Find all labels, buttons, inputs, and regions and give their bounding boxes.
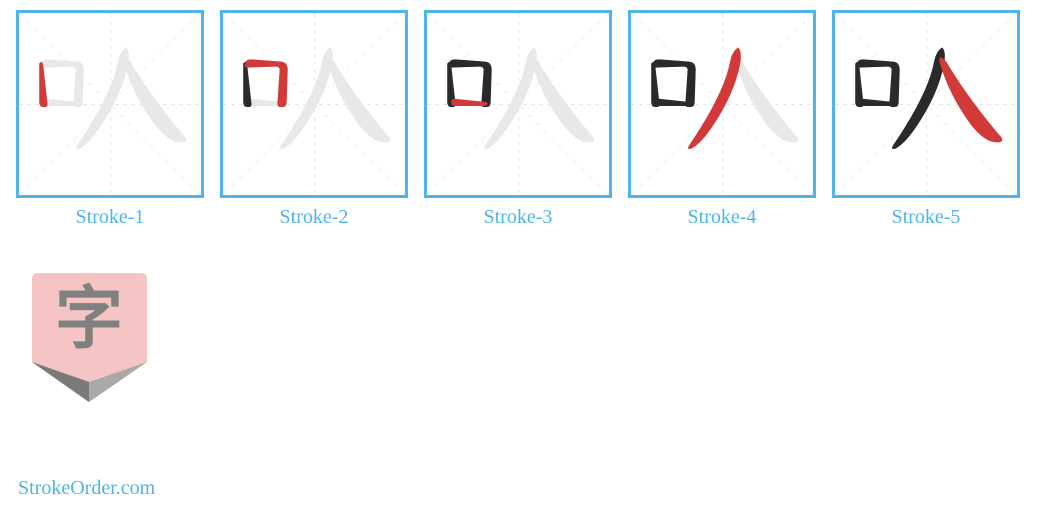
stroke-label: Stroke-5 <box>892 206 961 229</box>
stroke-box <box>832 10 1020 198</box>
stroke-box <box>220 10 408 198</box>
char-glyph <box>19 13 201 195</box>
stroke-label: Stroke-3 <box>484 206 553 229</box>
stroke-label: Stroke-2 <box>280 206 349 229</box>
char-glyph <box>835 13 1017 195</box>
stroke-item-1: Stroke-1 <box>16 10 204 229</box>
stroke-box <box>628 10 816 198</box>
icon-char: 字 <box>55 281 123 357</box>
stroke-box <box>16 10 204 198</box>
stroke-box <box>424 10 612 198</box>
char-glyph <box>223 13 405 195</box>
site-icon: 字 <box>32 267 147 407</box>
char-glyph <box>427 13 609 195</box>
brand-link-wrap: StrokeOrder.com <box>18 477 155 500</box>
stroke-item-4: Stroke-4 <box>628 10 816 229</box>
stroke-label: Stroke-1 <box>76 206 145 229</box>
stroke-item-3: Stroke-3 <box>424 10 612 229</box>
stroke-item-5: Stroke-5 <box>832 10 1020 229</box>
stroke-label: Stroke-4 <box>688 206 757 229</box>
stroke-row: Stroke-1 Stroke-2 <box>0 0 1050 229</box>
brand-link[interactable]: StrokeOrder.com <box>18 477 155 499</box>
char-glyph <box>631 13 813 195</box>
stroke-item-2: Stroke-2 <box>220 10 408 229</box>
icon-row: 字 <box>0 229 1050 407</box>
